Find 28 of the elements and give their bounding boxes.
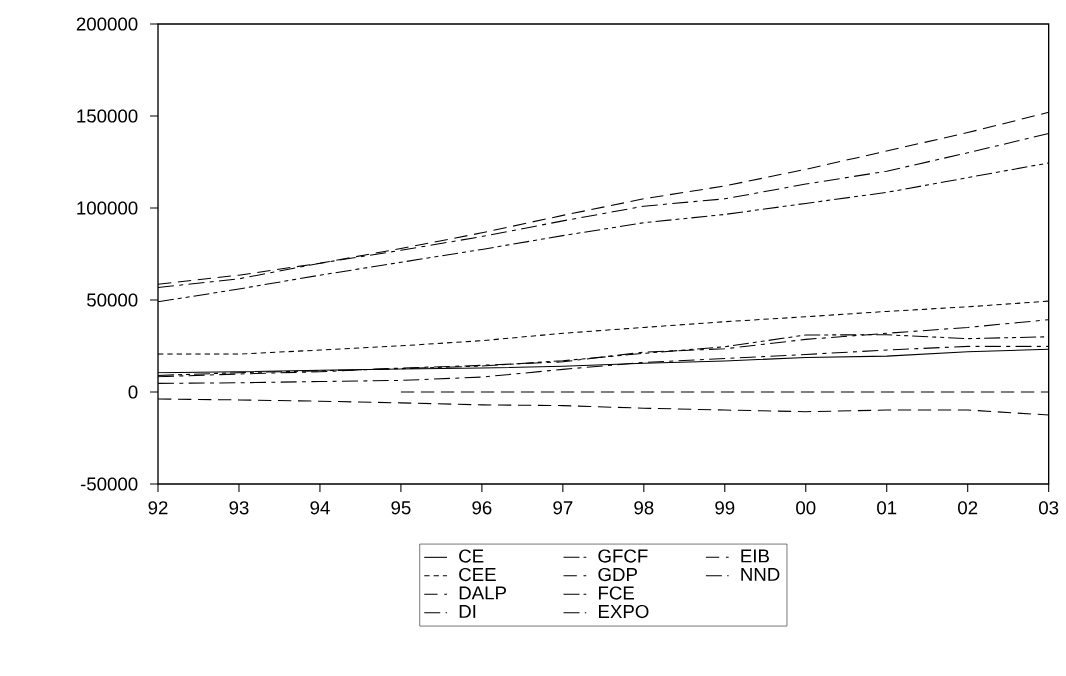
legend-label: DI	[459, 605, 476, 618]
x-tick-label: 03	[1039, 501, 1059, 515]
y-tick-label: -50000	[80, 477, 138, 491]
x-tick-label: 00	[796, 501, 816, 515]
legend-label: CEE	[459, 567, 496, 582]
y-tick-label: 50000	[87, 293, 138, 307]
y-tick-label: 0	[128, 385, 138, 399]
legend-label: NND	[741, 568, 780, 581]
y-tick-label: 150000	[77, 109, 138, 123]
legend-label: GDP	[598, 567, 637, 582]
legend-label: FCE	[599, 586, 635, 600]
legend-label: CE	[459, 549, 484, 563]
legend-label: DALP	[459, 586, 507, 600]
x-tick-label: 01	[877, 501, 897, 515]
x-tick-label: 99	[715, 501, 735, 515]
x-tick-label: 97	[553, 501, 573, 515]
legend-label: EIB	[741, 549, 769, 563]
x-tick-label: 93	[229, 501, 249, 515]
x-tick-label: 02	[958, 501, 978, 515]
x-tick-label: 94	[310, 501, 330, 515]
y-tick-label: 200000	[76, 17, 138, 31]
legend-label: EXPO	[599, 604, 649, 619]
legend-label: GFCF	[598, 549, 648, 563]
x-tick-label: 92	[148, 501, 168, 515]
y-tick-label: 100000	[77, 201, 138, 215]
x-tick-label: 95	[391, 501, 411, 515]
x-tick-label: 96	[472, 501, 492, 515]
x-tick-label: 98	[634, 501, 654, 515]
